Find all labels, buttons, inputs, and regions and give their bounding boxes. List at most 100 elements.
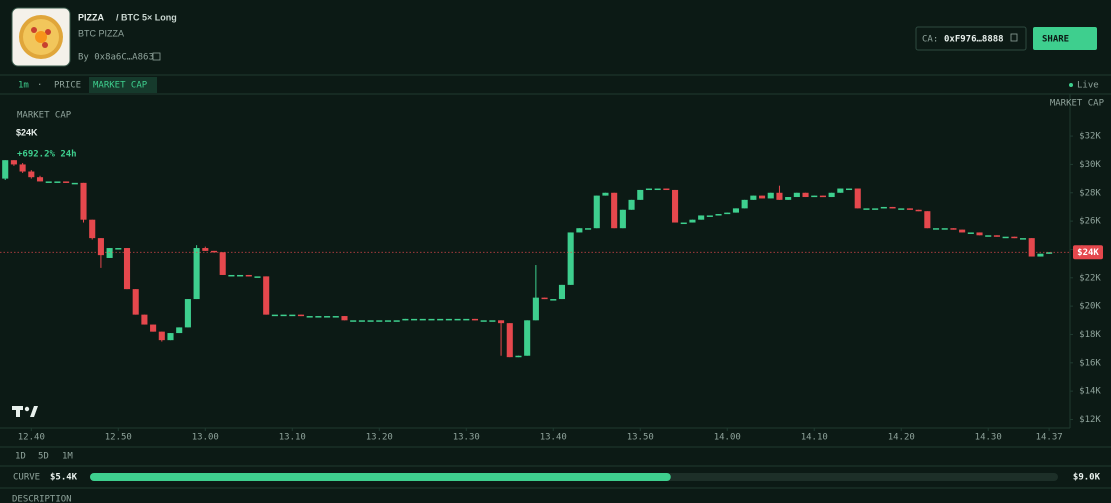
candle-body bbox=[263, 276, 270, 315]
logo-part bbox=[24, 406, 30, 412]
candle-body bbox=[619, 209, 626, 229]
y-tick-label: $32K bbox=[1079, 132, 1101, 142]
x-tick-label: 12.40 bbox=[18, 433, 45, 443]
candle-body bbox=[419, 318, 426, 321]
range-buttons: 1D 5D 1M bbox=[15, 452, 73, 462]
logo-part bbox=[16, 406, 20, 417]
candle-body bbox=[176, 327, 183, 334]
candle-body bbox=[367, 320, 374, 322]
y-tick-label: $20K bbox=[1079, 302, 1101, 312]
candle-body bbox=[785, 197, 792, 200]
candle-body bbox=[341, 316, 348, 321]
candle-body bbox=[445, 318, 452, 321]
candle-body bbox=[115, 248, 122, 250]
candle-body bbox=[280, 314, 287, 317]
logo-topping bbox=[42, 42, 48, 48]
active-tab-bg bbox=[89, 77, 157, 93]
x-tick-label: 13.20 bbox=[366, 433, 393, 443]
y-tick-label: $14K bbox=[1079, 387, 1101, 397]
candle-body bbox=[889, 206, 896, 209]
candle-body bbox=[1046, 252, 1053, 254]
candle-body bbox=[498, 320, 505, 324]
price-tab[interactable]: PRICE bbox=[54, 81, 81, 91]
candle-body bbox=[306, 316, 313, 318]
token-title: PIZZA bbox=[78, 12, 104, 22]
candle-body bbox=[358, 320, 365, 322]
candle-body bbox=[515, 355, 522, 358]
candle-body bbox=[967, 232, 974, 234]
candle-body bbox=[898, 208, 905, 210]
candle-body bbox=[28, 171, 35, 178]
curve: CURVE $5.4K $9.0K bbox=[13, 473, 1101, 483]
candle-body bbox=[828, 192, 835, 198]
chart: MARKET CAP MARKET CAP $24K +692.2% 24h $… bbox=[0, 94, 1105, 443]
candle-body bbox=[845, 188, 853, 191]
separator: · bbox=[37, 81, 42, 91]
candle-body bbox=[1028, 238, 1035, 257]
y-tick-label: $22K bbox=[1079, 273, 1101, 283]
candle-body bbox=[611, 192, 618, 229]
curve-target: $9.0K bbox=[1073, 473, 1101, 483]
candle-body bbox=[863, 208, 870, 210]
candle-body bbox=[2, 160, 9, 179]
candle-body bbox=[550, 299, 557, 301]
candle-body bbox=[437, 318, 444, 321]
candle-body bbox=[89, 219, 96, 239]
section-title: DESCRIPTION bbox=[12, 495, 72, 503]
candle-body bbox=[628, 199, 635, 210]
candle-body bbox=[254, 276, 261, 278]
candle-body bbox=[698, 215, 705, 220]
x-tick-label: 12.50 bbox=[105, 433, 132, 443]
candle-body bbox=[141, 314, 148, 325]
candle-body bbox=[97, 238, 104, 256]
candle-body bbox=[210, 250, 218, 253]
creator[interactable]: By 0x8a6C…A863 bbox=[78, 53, 154, 63]
y-tick-label: $16K bbox=[1079, 358, 1101, 368]
candle-body bbox=[872, 208, 879, 210]
candle-body bbox=[489, 320, 496, 322]
candle-body bbox=[776, 192, 783, 200]
candle-body bbox=[376, 320, 383, 322]
x-tick-label: 13.00 bbox=[192, 433, 219, 443]
candle-body bbox=[680, 222, 687, 225]
header: PIZZA / BTC 5× Long BTC PIZZA By 0x8a6C…… bbox=[11, 7, 1097, 67]
candle-body bbox=[759, 195, 766, 199]
share-label: SHARE bbox=[1042, 35, 1069, 45]
candles bbox=[0, 160, 1070, 358]
token-subtitle: / BTC 5× Long bbox=[116, 12, 177, 22]
interval[interactable]: 1m bbox=[18, 81, 29, 91]
candle-body bbox=[315, 316, 322, 318]
external-link-icon[interactable] bbox=[152, 52, 161, 61]
token-name: BTC PIZZA bbox=[78, 28, 124, 38]
candle-body bbox=[976, 232, 983, 236]
y-tick-label: $18K bbox=[1079, 330, 1101, 340]
candle-body bbox=[637, 189, 644, 200]
market-cap-tab[interactable]: MARKET CAP bbox=[93, 81, 148, 91]
candle-body bbox=[36, 177, 44, 182]
candle-body bbox=[463, 318, 470, 321]
share-button[interactable] bbox=[1033, 27, 1097, 50]
candle-body bbox=[63, 181, 70, 183]
range-1d[interactable]: 1D bbox=[15, 452, 26, 462]
y-tick-label: $30K bbox=[1079, 160, 1101, 170]
toolbar: 1m · PRICE MARKET CAP Live bbox=[18, 77, 1099, 93]
candle-body bbox=[950, 228, 957, 230]
candle-body bbox=[123, 248, 131, 290]
candle-body bbox=[663, 188, 670, 191]
range-5d[interactable]: 5D bbox=[38, 452, 49, 462]
candle-body bbox=[480, 320, 487, 322]
y-tick-label: $28K bbox=[1079, 188, 1101, 198]
candle-body bbox=[985, 235, 992, 237]
legend-change: +692.2% 24h bbox=[17, 150, 77, 160]
candle-body bbox=[524, 320, 531, 356]
candle-body bbox=[184, 299, 191, 328]
candle-body bbox=[202, 248, 209, 251]
range-1m[interactable]: 1M bbox=[62, 452, 73, 462]
candle-body bbox=[471, 318, 479, 321]
ca-box[interactable] bbox=[915, 26, 1027, 51]
curve-current: $5.4K bbox=[50, 473, 78, 483]
candle-body bbox=[915, 209, 922, 212]
candle-body bbox=[289, 314, 296, 317]
copy-icon[interactable] bbox=[1010, 33, 1018, 42]
candle-body bbox=[880, 206, 887, 209]
